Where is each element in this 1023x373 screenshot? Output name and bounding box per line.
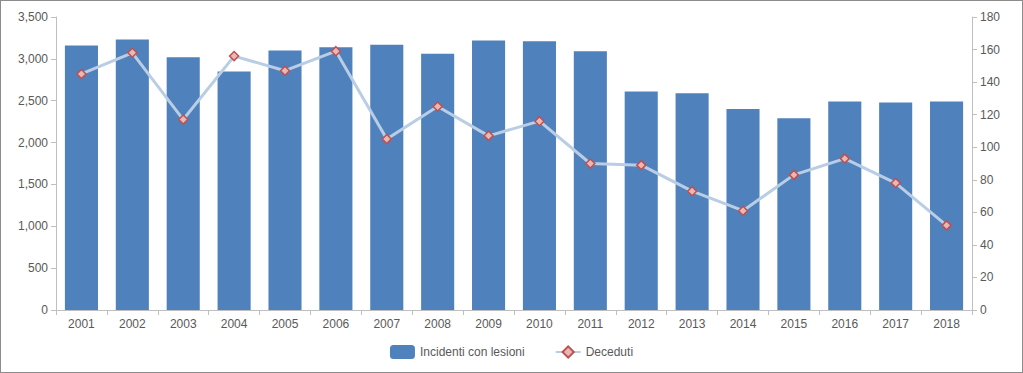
- svg-text:2017: 2017: [882, 317, 909, 331]
- svg-text:140: 140: [980, 75, 1000, 89]
- svg-text:2002: 2002: [119, 317, 146, 331]
- svg-text:2014: 2014: [730, 317, 757, 331]
- svg-text:40: 40: [980, 238, 994, 252]
- svg-text:3,000: 3,000: [18, 52, 48, 66]
- svg-text:Deceduti: Deceduti: [586, 345, 633, 359]
- svg-text:2010: 2010: [526, 317, 553, 331]
- svg-text:Incidenti con lesioni: Incidenti con lesioni: [420, 345, 525, 359]
- svg-text:500: 500: [28, 261, 48, 275]
- svg-text:2011: 2011: [577, 317, 603, 331]
- svg-text:180: 180: [980, 10, 1000, 24]
- svg-text:3,500: 3,500: [18, 10, 48, 24]
- svg-text:160: 160: [980, 43, 1000, 57]
- svg-text:2015: 2015: [781, 317, 808, 331]
- svg-text:2006: 2006: [323, 317, 350, 331]
- svg-text:2016: 2016: [831, 317, 858, 331]
- svg-text:2004: 2004: [221, 317, 248, 331]
- svg-text:0: 0: [980, 303, 987, 317]
- svg-text:2005: 2005: [272, 317, 299, 331]
- svg-text:1,000: 1,000: [18, 219, 48, 233]
- svg-text:2,500: 2,500: [18, 94, 48, 108]
- svg-text:120: 120: [980, 108, 1000, 122]
- svg-text:0: 0: [41, 303, 48, 317]
- svg-text:20: 20: [980, 270, 994, 284]
- svg-text:1,500: 1,500: [18, 177, 48, 191]
- svg-text:60: 60: [980, 205, 994, 219]
- svg-text:2018: 2018: [933, 317, 960, 331]
- svg-text:100: 100: [980, 140, 1000, 154]
- svg-text:2012: 2012: [628, 317, 655, 331]
- svg-text:80: 80: [980, 173, 994, 187]
- svg-text:2009: 2009: [475, 317, 502, 331]
- svg-text:2,000: 2,000: [18, 136, 48, 150]
- svg-text:2001: 2001: [68, 317, 95, 331]
- svg-text:2003: 2003: [170, 317, 197, 331]
- svg-text:2013: 2013: [679, 317, 706, 331]
- svg-text:2007: 2007: [373, 317, 400, 331]
- svg-text:2008: 2008: [424, 317, 451, 331]
